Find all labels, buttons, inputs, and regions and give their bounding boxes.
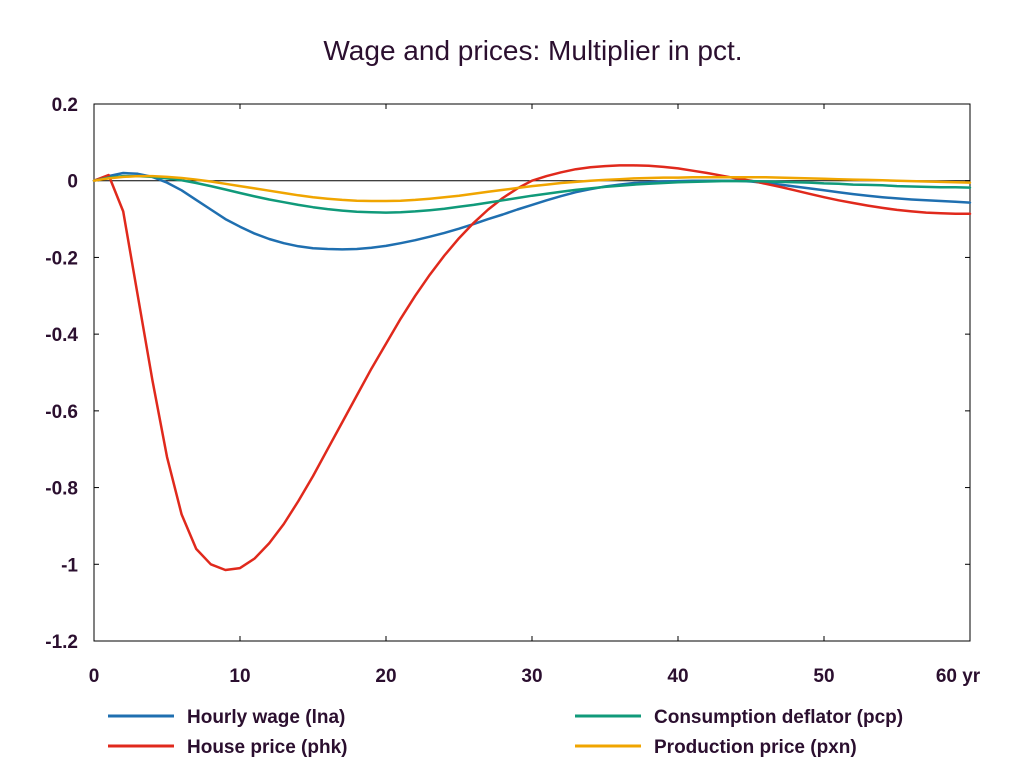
- series-line-2: [92, 174, 972, 214]
- y-tick-label: 0.2: [52, 95, 78, 116]
- y-tick-label: -1: [61, 555, 78, 576]
- series-line-0: [92, 171, 972, 251]
- series-line-3: [92, 174, 972, 203]
- y-tick-label: -0.2: [45, 248, 78, 269]
- legend-label: House price (phk): [187, 737, 347, 758]
- legend-label: Production price (pxn): [654, 737, 857, 758]
- y-tick-label: -0.8: [45, 479, 78, 500]
- x-tick-label: 20: [375, 666, 396, 687]
- legend-label: Consumption deflator (pcp): [654, 707, 903, 728]
- x-tick-label: 10: [229, 666, 250, 687]
- x-tick-label: 60 yr: [936, 666, 981, 687]
- y-tick-label: -1.2: [45, 632, 78, 653]
- x-axis: 0 10 20 30 40 50 60 yr: [89, 104, 981, 687]
- legend: Hourly wage (lna) House price (phk) Consum…: [108, 707, 903, 758]
- legend-label: Hourly wage (lna): [187, 707, 345, 728]
- series-lines: [92, 164, 972, 572]
- chart-title: Wage and prices: Multiplier in pct.: [323, 35, 742, 66]
- x-tick-label: 30: [521, 666, 542, 687]
- x-tick-label: 40: [667, 666, 688, 687]
- y-axis: 0.2 0 -0.2 -0.4 -0.6 -0.8 -1 -1.2: [45, 95, 970, 653]
- x-tick-label: 50: [813, 666, 834, 687]
- series-line-1: [92, 164, 972, 572]
- y-tick-label: 0: [67, 172, 78, 193]
- y-tick-label: -0.6: [45, 402, 78, 423]
- x-tick-label: 0: [89, 666, 100, 687]
- y-tick-label: -0.4: [45, 325, 78, 346]
